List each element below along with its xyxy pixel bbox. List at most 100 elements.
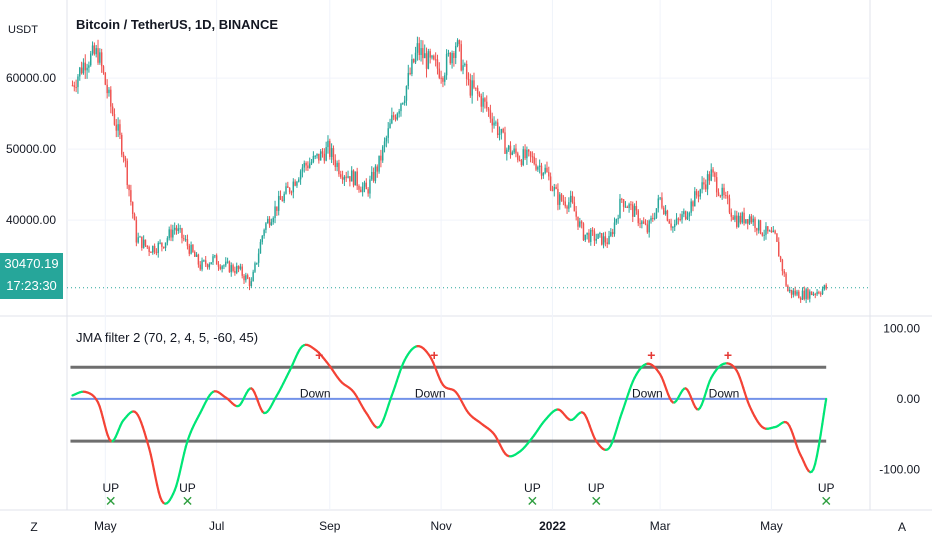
- candle: [117, 117, 119, 138]
- candle: [425, 47, 428, 78]
- candle: [460, 40, 462, 72]
- candle-body: [283, 193, 285, 202]
- candle: [124, 155, 127, 168]
- candle-body: [787, 285, 789, 292]
- candle: [484, 97, 486, 109]
- candle-body: [792, 290, 795, 295]
- candle: [471, 75, 473, 104]
- candle: [686, 211, 689, 220]
- candle-body: [146, 245, 149, 248]
- candle-body: [228, 261, 231, 273]
- auto-scale-button[interactable]: A: [897, 520, 906, 534]
- candle: [641, 220, 643, 229]
- candle-body: [316, 153, 318, 156]
- candle-body: [398, 111, 400, 114]
- indicator-title[interactable]: JMA filter 2 (70, 2, 4, 5, -60, 45): [76, 330, 259, 345]
- candle-body: [478, 93, 481, 96]
- candle-body: [653, 217, 656, 220]
- candle-body: [206, 264, 209, 268]
- candle-body: [810, 291, 813, 295]
- candle-body: [726, 195, 729, 199]
- candle-body: [475, 87, 477, 89]
- candle: [529, 151, 532, 163]
- candle-body: [113, 114, 116, 125]
- candle-body: [341, 177, 344, 180]
- candle: [580, 220, 583, 229]
- candle: [403, 95, 406, 106]
- price-tick-label: 40000.00: [6, 213, 56, 227]
- candle-body: [527, 149, 530, 152]
- candle: [411, 54, 413, 77]
- candle: [252, 269, 254, 282]
- candle-body: [688, 212, 691, 217]
- candle-body: [434, 59, 437, 61]
- price-axis[interactable]: 60000.00 50000.00 40000.00: [6, 71, 56, 227]
- candle-body: [91, 45, 94, 54]
- candle-body: [529, 151, 532, 157]
- candle: [502, 127, 504, 134]
- candle: [111, 103, 114, 117]
- candle-body: [675, 218, 678, 224]
- candle-body: [553, 187, 556, 191]
- up-signal: UP✕: [102, 481, 119, 509]
- candle-body: [582, 223, 585, 241]
- candle-body: [686, 216, 689, 220]
- candle-body: [338, 162, 340, 175]
- candle-body: [360, 189, 362, 193]
- candle-body: [276, 206, 278, 211]
- indicator-axis[interactable]: 100.00 0.00 -100.00: [879, 322, 920, 477]
- jma-segment: [149, 453, 154, 463]
- candle-body: [569, 195, 572, 203]
- candle-body: [790, 289, 793, 295]
- candle-body: [799, 298, 802, 300]
- candle: [778, 237, 780, 257]
- candle-body: [292, 181, 295, 193]
- candle-body: [389, 123, 391, 129]
- candle: [615, 218, 618, 225]
- candle: [544, 164, 546, 175]
- candle-body: [482, 98, 484, 107]
- time-axis[interactable]: May Jul Sep Nov 2022 Mar May: [94, 519, 783, 533]
- candle: [542, 172, 545, 179]
- candle: [115, 118, 118, 138]
- candle: [166, 236, 169, 246]
- candle-body: [513, 148, 515, 153]
- candle: [99, 48, 101, 65]
- candle: [436, 54, 439, 75]
- candle: [759, 219, 762, 235]
- last-price-tag: 30470.19 17:23:30: [0, 253, 63, 299]
- candle-body: [584, 234, 587, 241]
- candle-body: [471, 80, 473, 96]
- candle: [765, 222, 767, 240]
- candle-body: [681, 214, 683, 220]
- candle: [524, 144, 526, 161]
- candle: [150, 251, 152, 253]
- candle: [491, 112, 493, 133]
- candle: [621, 197, 623, 204]
- time-zone-button[interactable]: Z: [30, 520, 38, 534]
- candle-body: [506, 149, 508, 154]
- candle-body: [80, 67, 83, 74]
- candle-body: [245, 275, 247, 281]
- candle-body: [706, 174, 709, 190]
- candle-body: [644, 223, 647, 225]
- candle: [276, 206, 278, 216]
- candle: [679, 213, 681, 222]
- candle-body: [621, 198, 623, 200]
- candle-body: [130, 190, 132, 203]
- candle: [564, 196, 566, 209]
- candle-body: [624, 206, 627, 208]
- candle-body: [82, 62, 85, 74]
- symbol-title[interactable]: Bitcoin / TetherUS, 1D, BINANCE: [76, 17, 279, 32]
- candle: [447, 49, 450, 57]
- candle: [586, 232, 588, 240]
- candle-body: [626, 206, 629, 208]
- candle: [141, 236, 143, 251]
- candle: [157, 241, 159, 258]
- candle-body: [458, 40, 461, 45]
- candle: [560, 193, 563, 202]
- candle: [816, 289, 818, 297]
- candle: [188, 243, 191, 257]
- candle: [108, 87, 110, 97]
